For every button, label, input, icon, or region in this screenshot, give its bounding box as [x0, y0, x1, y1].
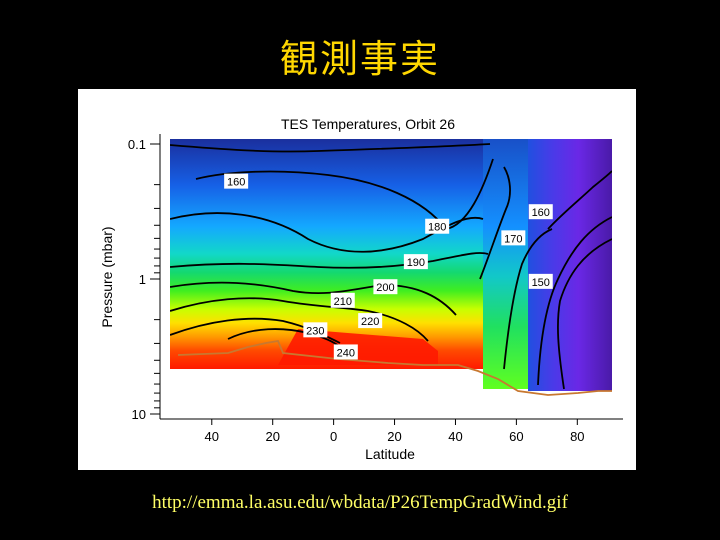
contour-label-box	[425, 218, 450, 234]
x-tick-label: 0	[330, 429, 337, 444]
contour-line	[195, 158, 494, 230]
y-tick-label: 0.1	[128, 137, 146, 152]
contour-label-box	[373, 279, 398, 295]
contour-line	[503, 228, 553, 370]
figure-panel: TES Temperatures, Orbit 26 0.1 1 10 40 20 0 2…	[78, 89, 636, 470]
contour-label: 190	[407, 257, 425, 269]
contour-label: 200	[376, 282, 394, 294]
contour-line	[557, 238, 612, 390]
source-url[interactable]: http://emma.la.asu.edu/wbdata/P26TempGra…	[152, 492, 568, 513]
contour-label-box	[330, 292, 355, 308]
contour-line	[170, 297, 429, 342]
y-tick-label: 1	[139, 272, 146, 287]
contour-line	[170, 143, 491, 153]
contour-label: 150	[532, 277, 550, 289]
contour-label: 210	[334, 296, 352, 308]
contour-label-box	[224, 173, 249, 189]
contour-label: 240	[337, 347, 355, 359]
y-axis-label: Pressure (mbar)	[99, 226, 115, 327]
slide-title: 観測事実	[279, 37, 440, 81]
contour-line	[170, 281, 457, 316]
x-tick-label: 60	[509, 429, 523, 444]
contour-label: 180	[428, 222, 446, 234]
contour-label-box	[358, 313, 383, 329]
y-tick-label: 10	[132, 407, 146, 422]
surface-pressure-line	[177, 339, 612, 396]
contour-label-box	[303, 322, 328, 338]
contour-line	[170, 252, 489, 269]
contour-label-box	[403, 254, 428, 270]
x-tick-label: 40	[205, 429, 219, 444]
x-tick-label: 20	[387, 429, 401, 444]
contour-label: 230	[306, 325, 324, 337]
contour-label: 160	[532, 207, 550, 219]
temperature-field	[170, 139, 612, 391]
x-axis-label: Latitude	[365, 446, 415, 462]
x-tick-label: 20	[265, 429, 279, 444]
contour-label-box	[333, 344, 358, 360]
contour-label-box	[528, 273, 553, 289]
contour-label-box	[528, 204, 553, 220]
contour-label: 170	[504, 233, 522, 245]
contour-label: 220	[361, 316, 379, 328]
contour-lines	[170, 143, 612, 390]
x-tick-label: 40	[448, 429, 462, 444]
contour-line	[479, 166, 511, 280]
contour-line	[537, 216, 612, 386]
contour-label-box	[501, 230, 526, 246]
contour-label: 160	[227, 177, 245, 189]
chart-title: TES Temperatures, Orbit 26	[281, 116, 455, 132]
contour-line	[547, 170, 612, 230]
x-tick-label: 80	[570, 429, 584, 444]
